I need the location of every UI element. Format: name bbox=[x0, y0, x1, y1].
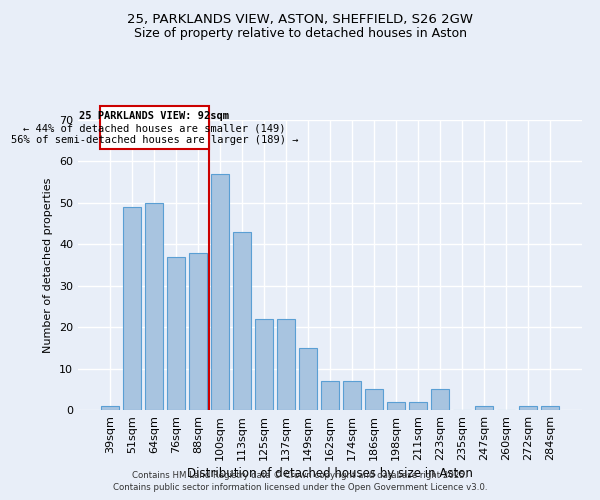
Text: Contains HM Land Registry data © Crown copyright and database right 2025.: Contains HM Land Registry data © Crown c… bbox=[132, 471, 468, 480]
X-axis label: Distribution of detached houses by size in Aston: Distribution of detached houses by size … bbox=[187, 467, 473, 480]
Bar bbox=[167, 256, 185, 410]
Bar bbox=[520, 406, 537, 410]
Text: 25, PARKLANDS VIEW, ASTON, SHEFFIELD, S26 2GW: 25, PARKLANDS VIEW, ASTON, SHEFFIELD, S2… bbox=[127, 12, 473, 26]
Bar bbox=[387, 402, 405, 410]
Bar bbox=[343, 381, 361, 410]
Bar bbox=[145, 203, 163, 410]
Bar bbox=[541, 406, 559, 410]
Bar bbox=[100, 106, 209, 149]
Y-axis label: Number of detached properties: Number of detached properties bbox=[43, 178, 53, 352]
Bar bbox=[475, 406, 493, 410]
Bar bbox=[255, 319, 273, 410]
Bar bbox=[211, 174, 229, 410]
Bar bbox=[409, 402, 427, 410]
Bar bbox=[233, 232, 251, 410]
Text: Size of property relative to detached houses in Aston: Size of property relative to detached ho… bbox=[133, 28, 467, 40]
Text: Contains public sector information licensed under the Open Government Licence v3: Contains public sector information licen… bbox=[113, 484, 487, 492]
Bar bbox=[299, 348, 317, 410]
Bar bbox=[101, 406, 119, 410]
Bar bbox=[123, 207, 140, 410]
Bar bbox=[365, 390, 383, 410]
Bar bbox=[431, 390, 449, 410]
Text: 56% of semi-detached houses are larger (189) →: 56% of semi-detached houses are larger (… bbox=[11, 136, 298, 145]
Text: ← 44% of detached houses are smaller (149): ← 44% of detached houses are smaller (14… bbox=[23, 123, 286, 133]
Text: 25 PARKLANDS VIEW: 92sqm: 25 PARKLANDS VIEW: 92sqm bbox=[79, 112, 229, 122]
Bar bbox=[321, 381, 339, 410]
Bar bbox=[189, 252, 206, 410]
Bar bbox=[277, 319, 295, 410]
